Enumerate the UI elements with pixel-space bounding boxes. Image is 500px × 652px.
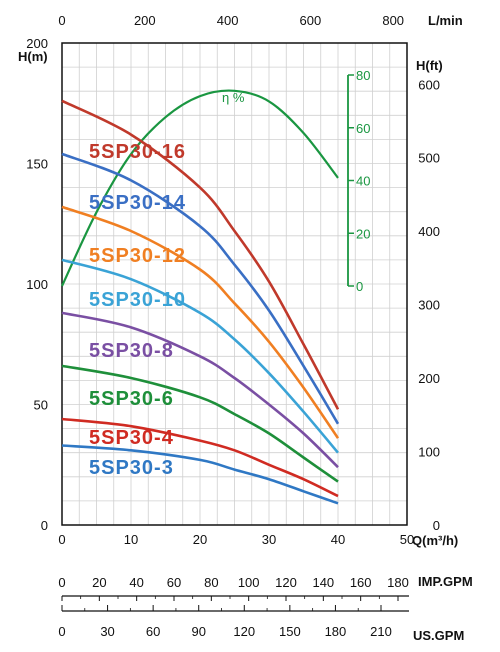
right-tick-label: 300 (418, 298, 440, 313)
us-tick-label: 120 (233, 624, 255, 639)
efficiency-tick-label: 20 (356, 226, 370, 241)
left-tick-label: 150 (26, 157, 48, 172)
top-tick-label: 0 (58, 13, 65, 28)
pump-curves (61, 99, 340, 505)
series-line-5sp30-8 (61, 311, 339, 469)
top-axis-ticks: 0 200 400 600 800 (58, 13, 404, 28)
efficiency-tick-label: 40 (356, 174, 370, 189)
series-label-5sp30-12: 5SP30-12 (89, 245, 186, 267)
x-tick-label: 50 (400, 532, 414, 547)
efficiency-axis: 0 20 40 60 80 η % (222, 68, 370, 294)
imp-tick-label: 40 (129, 575, 143, 590)
series-label-5sp30-3: 5SP30-3 (89, 457, 174, 479)
us-tick-label: 90 (191, 624, 205, 639)
x-tick-label: 10 (124, 532, 138, 547)
series-line-5sp30-4 (61, 417, 339, 498)
series-line-5sp30-10 (61, 258, 339, 454)
imp-tick-label: 20 (92, 575, 106, 590)
series-label-5sp30-10: 5SP30-10 (89, 289, 186, 311)
x-axis-title: Q(m³/h) (412, 533, 458, 548)
efficiency-tick-label: 60 (356, 121, 370, 136)
right-tick-label: 200 (418, 371, 440, 386)
imp-axis-title: IMP.GPM (418, 574, 473, 589)
imp-tick-label: 100 (238, 575, 260, 590)
us-tick-label: 210 (370, 624, 392, 639)
left-tick-label: 200 (26, 36, 48, 51)
us-axis-title: US.GPM (413, 628, 464, 643)
series-label-5sp30-8: 5SP30-8 (89, 340, 174, 362)
imp-tick-label: 160 (350, 575, 372, 590)
series-label-5sp30-14: 5SP30-14 (89, 192, 186, 214)
right-axis-ticks: 0 100 200 300 400 500 600 (418, 77, 440, 533)
us-gpm-axis: 0 30 60 90 120 150 180 210 (58, 605, 409, 639)
us-tick-label: 150 (279, 624, 301, 639)
top-axis-title: L/min (428, 13, 463, 28)
x-tick-label: 20 (193, 532, 207, 547)
imp-tick-label: 180 (387, 575, 409, 590)
x-tick-label: 40 (331, 532, 345, 547)
us-tick-label: 180 (325, 624, 347, 639)
x-axis-ticks: 0 10 20 30 40 50 (58, 532, 414, 547)
x-tick-label: 0 (58, 532, 65, 547)
right-tick-label: 400 (418, 224, 440, 239)
right-axis-title: H(ft) (416, 58, 443, 73)
us-tick-label: 30 (100, 624, 114, 639)
left-tick-label: 0 (41, 518, 48, 533)
series-label-5sp30-4: 5SP30-4 (89, 427, 174, 449)
series-line-5sp30-12 (61, 205, 340, 439)
imp-gpm-axis: 0 20 40 60 80 100 120 140 160 180 (58, 575, 409, 601)
series-labels: 5SP30-16 5SP30-14 5SP30-12 5SP30-10 5SP30-8 5… (89, 141, 186, 479)
imp-tick-label: 140 (312, 575, 334, 590)
top-tick-label: 800 (382, 13, 404, 28)
imp-tick-label: 0 (58, 575, 65, 590)
efficiency-label: η % (222, 90, 245, 105)
right-tick-label: 600 (418, 77, 440, 92)
left-axis-ticks: 0 50 100 150 200 (26, 36, 48, 533)
left-axis-title: H(m) (18, 49, 48, 64)
right-tick-label: 100 (418, 445, 440, 460)
series-line-5sp30-14 (61, 152, 340, 425)
right-tick-label: 500 (418, 151, 440, 166)
imp-tick-label: 120 (275, 575, 297, 590)
series-label-5sp30-6: 5SP30-6 (89, 388, 174, 410)
efficiency-tick-label: 80 (356, 68, 370, 83)
left-tick-label: 100 (26, 277, 48, 292)
efficiency-tick-label: 0 (356, 279, 363, 294)
us-tick-label: 0 (58, 624, 65, 639)
left-tick-label: 50 (34, 398, 48, 413)
x-tick-label: 30 (262, 532, 276, 547)
top-tick-label: 400 (217, 13, 239, 28)
efficiency-curve (61, 89, 339, 287)
series-label-5sp30-16: 5SP30-16 (89, 141, 186, 163)
top-tick-label: 600 (300, 13, 322, 28)
efficiency-curve-layer (61, 89, 339, 287)
imp-tick-label: 60 (167, 575, 181, 590)
series-line-5sp30-3 (61, 444, 339, 505)
imp-tick-label: 80 (204, 575, 218, 590)
series-line-5sp30-16 (61, 99, 340, 410)
top-tick-label: 200 (134, 13, 156, 28)
right-tick-label: 0 (433, 518, 440, 533)
series-line-5sp30-6 (61, 364, 339, 483)
us-tick-label: 60 (146, 624, 160, 639)
